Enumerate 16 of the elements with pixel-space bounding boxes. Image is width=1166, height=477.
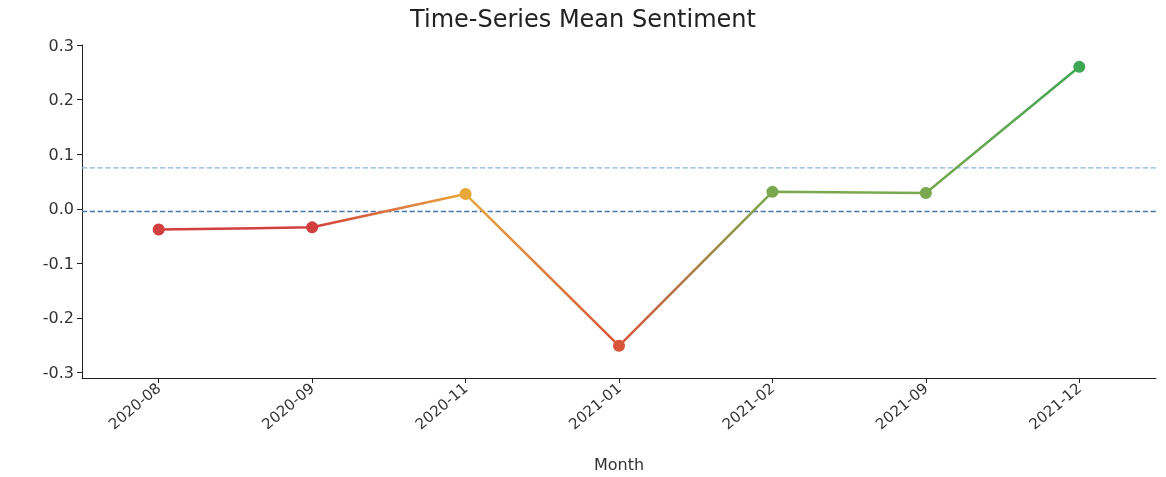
point — [306, 221, 319, 234]
point — [919, 186, 932, 199]
y-tick-label: 0.2 — [48, 90, 74, 110]
y-tick-label: -0.1 — [42, 253, 74, 273]
point — [1073, 60, 1086, 73]
point — [766, 185, 779, 198]
y-tick-label: 0.0 — [48, 199, 74, 219]
point — [152, 223, 165, 236]
y-tick-label: 0.3 — [48, 35, 74, 55]
chart-title: Time-Series Mean Sentiment — [409, 5, 756, 33]
y-tick-label: 0.1 — [48, 144, 74, 164]
point — [459, 188, 472, 201]
point — [613, 339, 625, 352]
y-tick-label: -0.2 — [42, 308, 74, 328]
y-tick-label: -0.3 — [42, 363, 74, 383]
x-axis-title: Month — [593, 454, 645, 474]
